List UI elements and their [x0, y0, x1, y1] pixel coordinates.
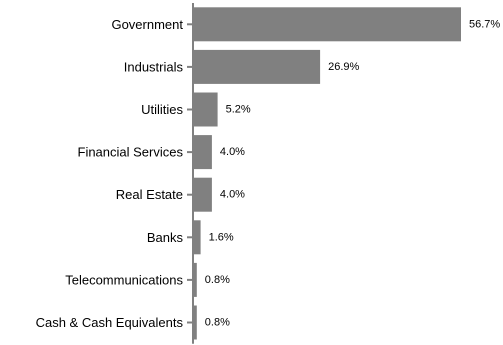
category-label-utilities: Utilities	[141, 102, 183, 117]
value-label-financial-services: 4.0%	[220, 146, 245, 158]
bar-financial-services	[193, 135, 212, 170]
bar-telecommunications	[193, 262, 197, 297]
bar-banks	[193, 220, 201, 255]
value-label-real-estate: 4.0%	[220, 189, 245, 201]
axis-ticks-group	[187, 23, 193, 324]
bar-government	[193, 7, 461, 42]
value-label-cash-and-cash-equivalents: 0.8%	[205, 317, 230, 329]
category-label-government: Government	[111, 17, 183, 32]
category-label-cash-and-cash-equivalents: Cash & Cash Equivalents	[36, 315, 184, 330]
value-labels-group: 56.7% 26.9% 5.2% 4.0% 4.0% 1.6% 0.8% 0.8%	[205, 18, 501, 328]
bars-group	[193, 7, 461, 340]
value-label-industrials: 26.9%	[328, 61, 359, 73]
category-label-real-estate: Real Estate	[116, 187, 183, 202]
value-label-government: 56.7%	[469, 18, 500, 30]
bar-cash-and-cash-equivalents	[193, 305, 197, 340]
value-label-banks: 1.6%	[209, 231, 234, 243]
category-label-industrials: Industrials	[124, 59, 184, 74]
category-label-banks: Banks	[147, 230, 184, 245]
category-labels-group: Government Industrials Utilities Financial …	[36, 17, 184, 330]
bar-real-estate	[193, 177, 212, 212]
bar-utilities	[193, 92, 218, 127]
category-label-financial-services: Financial Services	[78, 145, 184, 160]
category-label-telecommunications: Telecommunications	[65, 272, 183, 287]
value-label-telecommunications: 0.8%	[205, 274, 230, 286]
value-label-utilities: 5.2%	[226, 104, 251, 116]
bar-industrials	[193, 49, 321, 84]
